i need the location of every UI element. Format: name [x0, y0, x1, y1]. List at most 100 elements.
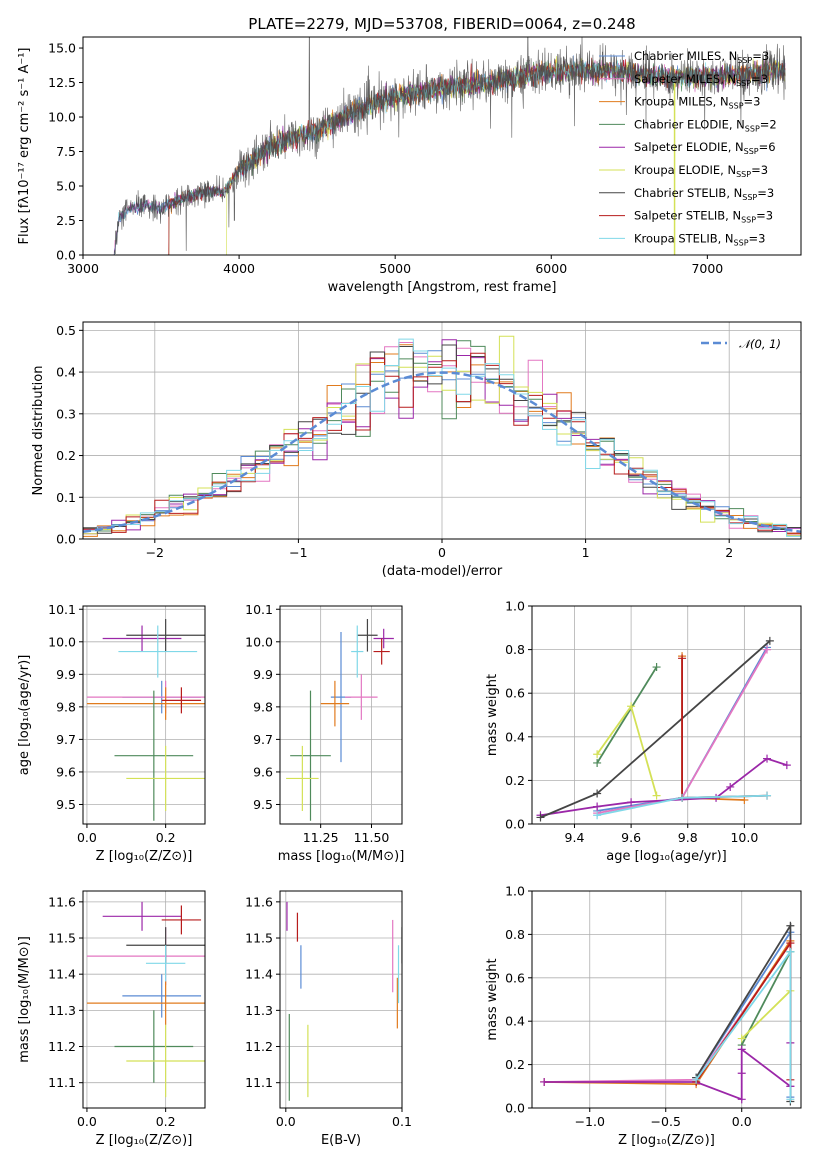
axes-frame: [82, 36, 802, 256]
x-tick-label: 9.6: [621, 830, 641, 845]
weight-marker: [737, 1045, 746, 1054]
weight-series-line: [596, 666, 658, 764]
weight-marker: [692, 1075, 701, 1084]
weight-marker: [627, 702, 636, 711]
y-tick-label: 7.5: [56, 144, 76, 159]
x-tick-label: 10.0: [730, 830, 758, 845]
y-tick-label: 0.2: [56, 448, 76, 463]
errorbar-point: [161, 905, 202, 935]
weight-marker: [678, 793, 687, 802]
x-tick-label: 0.0: [732, 1114, 752, 1129]
weight-marker: [786, 921, 795, 930]
x-tick-label: 7000: [691, 261, 723, 276]
y-axis-label: mass [log₁₀(M/M⊙)]: [17, 936, 32, 1063]
axes-frame: [279, 890, 403, 1109]
y-tick-label: 11.2: [48, 1039, 76, 1054]
mass_vs_Z-panel: 0.0 0.2 11.1 11.2 11.3 11.4 11.5 11.6 Z [log₁₀(Z…: [17, 890, 206, 1148]
y-tick-label: 0.0: [56, 532, 76, 547]
y-tick-label: 10.0: [48, 634, 76, 649]
y-tick-label: 5.0: [56, 179, 76, 194]
y-tick-label: 9.6: [56, 764, 76, 779]
weight-marker: [763, 791, 772, 800]
y-tick-label: 2.5: [56, 213, 76, 228]
mass_vs_Z-plot-area: [86, 901, 205, 1098]
x-tick-label: 0: [438, 545, 446, 560]
y-tick-label: 10.1: [48, 602, 76, 617]
residuals-panel: −2 −1 0 1 2 0.0 0.1 0.2 0.3 0.4 0.5 (data-model)/er…: [31, 321, 802, 579]
x-tick-label: 2: [725, 545, 733, 560]
axes-frame: [82, 605, 206, 825]
y-tick-label: 0.1: [56, 490, 76, 505]
weight-series-line: [540, 757, 788, 817]
x-axis-label: age [log₁₀(age/yr)]: [606, 849, 727, 864]
x-axis-label: E(B-V): [321, 1133, 361, 1148]
x-tick-label: −2: [146, 545, 164, 560]
weight-marker: [593, 758, 602, 767]
x-tick-label: 9.8: [678, 830, 698, 845]
legend-entry: Kroupa STELIB, NSSP=3: [634, 231, 765, 247]
errorbar-point: [290, 690, 331, 821]
legend-entry: Salpeter MILES, NSSP=3: [634, 72, 768, 88]
weight-marker: [726, 782, 735, 791]
weight-series-line: [681, 656, 745, 801]
spectrum-series-line: [113, 37, 786, 255]
y-tick-label: 15.0: [48, 41, 76, 56]
x-tick-label: 0.2: [156, 830, 176, 845]
legend-entry: Kroupa ELODIE, NSSP=3: [634, 163, 768, 179]
y-tick-label: 11.3: [245, 1003, 273, 1018]
errorbar-point: [126, 745, 205, 811]
y-tick-label: 11.2: [245, 1039, 273, 1054]
y-tick-label: 12.5: [48, 75, 76, 90]
weight_vs_Z-plot-area: [540, 921, 795, 1106]
y-tick-label: 9.7: [56, 732, 76, 747]
weight-series-line: [695, 949, 792, 1100]
weight-marker: [678, 654, 687, 663]
x-tick-label: 0.0: [77, 830, 97, 845]
weight-marker: [593, 750, 602, 759]
weight-marker: [737, 1034, 746, 1043]
y-tick-label: 9.8: [56, 699, 76, 714]
y-axis-label: mass weight: [485, 958, 500, 1040]
axes-frame: [531, 890, 802, 1109]
x-tick-label: 3000: [67, 261, 99, 276]
weight-marker: [765, 636, 774, 645]
x-tick-label: 11.50: [354, 830, 390, 845]
x-tick-label: −1.0: [575, 1114, 605, 1129]
mass_vs_ebv-plot-area: [286, 901, 402, 1101]
y-tick-label: 0.0: [505, 1101, 525, 1116]
weight-marker: [652, 663, 661, 672]
errorbar-point: [373, 638, 390, 665]
y-tick-label: 11.3: [48, 1003, 76, 1018]
legend-entry: 𝒩(0, 1): [739, 337, 781, 351]
y-tick-label: 9.9: [56, 667, 76, 682]
x-axis-label: Z [log₁₀(Z/Z⊙)]: [96, 849, 193, 864]
errorbar-point: [102, 901, 182, 931]
y-tick-label: 11.4: [245, 967, 273, 982]
errorbar-point: [114, 1010, 194, 1083]
chart-title: PLATE=2279, MJD=53708, FIBERID=0064, z=0…: [248, 15, 635, 33]
errorbar-point: [351, 625, 364, 678]
y-tick-label: 11.6: [245, 894, 273, 909]
x-tick-label: −1: [289, 545, 307, 560]
spectrum-panel: 3000 4000 5000 6000 7000 0.0 2.5 5.0 7.5 10.0 12.5…: [17, 15, 802, 295]
y-tick-label: 10.0: [48, 110, 76, 125]
weight-marker: [593, 811, 602, 820]
x-tick-label: 0.0: [77, 1114, 97, 1129]
errorbar-point: [86, 687, 205, 720]
legend-entry: Kroupa MILES, NSSP=3: [634, 95, 760, 111]
age_vs_mass-plot-area: [286, 619, 394, 821]
y-tick-label: 11.1: [245, 1075, 273, 1090]
weight_vs_Z-panel: −1.0 −0.5 0.0 0.0 0.2 0.4 0.6 0.8 1.0 Z [log₁₀(Z/…: [485, 884, 802, 1148]
weight-marker: [782, 761, 791, 770]
y-tick-label: 9.5: [56, 797, 76, 812]
y-tick-label: 0.8: [505, 927, 525, 942]
weight_vs_age-plot-area: [536, 636, 791, 822]
weight-marker: [740, 796, 749, 805]
weight-marker: [786, 1095, 795, 1104]
weight-marker: [763, 754, 772, 763]
y-tick-label: 9.6: [253, 764, 273, 779]
legend-entry: Salpeter ELODIE, NSSP=6: [634, 140, 776, 156]
weight-series-line: [544, 942, 792, 1083]
x-tick-label: −0.5: [651, 1114, 681, 1129]
y-tick-label: 10.1: [245, 602, 273, 617]
